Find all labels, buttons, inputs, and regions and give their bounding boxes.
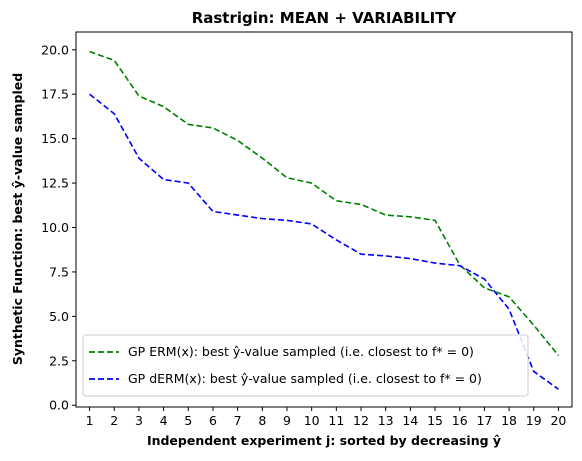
- x-tick-label: 18: [501, 413, 517, 428]
- x-tick-label: 19: [526, 413, 542, 428]
- x-tick-label: 9: [283, 413, 291, 428]
- y-tick-label: 15.0: [41, 131, 69, 146]
- y-tick-label: 17.5: [41, 87, 69, 102]
- y-axis: 0.0 2.5 5.0 7.5 10.0 12.5 15.0 17.5 20.0: [41, 42, 76, 413]
- x-tick-label: 8: [258, 413, 266, 428]
- chart-title: Rastrigin: MEAN + VARIABILITY: [192, 9, 458, 27]
- x-tick-label: 4: [160, 413, 168, 428]
- y-tick-label: 20.0: [41, 42, 69, 57]
- series-line-derm: [89, 93, 559, 390]
- x-tick-label: 3: [135, 413, 143, 428]
- x-tick-label: 13: [378, 413, 394, 428]
- x-tick-label: 1: [86, 413, 94, 428]
- x-tick-label: 17: [476, 413, 492, 428]
- legend-label-derm: GP dERM(x): best ŷ-value sampled (i.e. c…: [128, 371, 482, 386]
- x-tick-label: 20: [550, 413, 566, 428]
- legend-box: [82, 334, 529, 397]
- y-tick-label: 10.0: [41, 220, 69, 235]
- series-line-erm: [89, 50, 560, 356]
- x-tick-label: 5: [184, 413, 192, 428]
- series-lines: [89, 50, 560, 390]
- y-tick-label: 2.5: [49, 353, 69, 368]
- y-tick-label: 7.5: [49, 264, 69, 279]
- x-tick-label: 7: [234, 413, 242, 428]
- x-tick-label: 11: [328, 413, 344, 428]
- x-tick-label: 12: [353, 413, 369, 428]
- x-axis-label: Independent experiment j: sorted by decr…: [147, 433, 501, 448]
- x-tick-label: 10: [304, 413, 320, 428]
- x-tick-label: 6: [209, 413, 217, 428]
- y-tick-label: 12.5: [41, 176, 69, 191]
- x-tick-label: 2: [110, 413, 118, 428]
- x-tick-label: 16: [452, 413, 468, 428]
- x-tick-label: 15: [427, 413, 443, 428]
- legend: GP ERM(x): best ŷ-value sampled (i.e. cl…: [82, 334, 529, 397]
- y-tick-label: 5.0: [49, 309, 69, 324]
- x-tick-label: 14: [402, 413, 418, 428]
- y-axis-label: Synthetic Function: best ŷ-value sampled: [10, 73, 25, 365]
- legend-label-erm: GP ERM(x): best ŷ-value sampled (i.e. cl…: [128, 344, 474, 359]
- x-axis: 1 2 3 4 5 6 7 8 9 10 11 12 13 14 15 16 17 18 19 20: [86, 407, 566, 428]
- y-tick-label: 0.0: [49, 398, 69, 413]
